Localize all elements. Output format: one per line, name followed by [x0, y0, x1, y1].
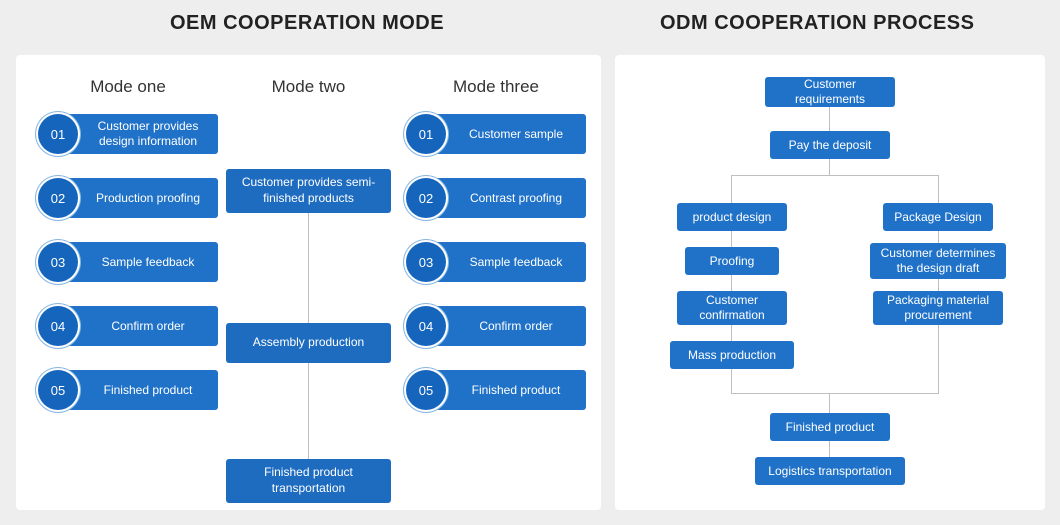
odm-node-pd: product design — [677, 203, 787, 231]
odm-node-fin: Finished product — [770, 413, 890, 441]
oem-mode-two: Mode two Customer provides semi-finished… — [226, 77, 391, 511]
mode-three-step: 03Sample feedback — [406, 239, 586, 285]
mode-three-step: 04Confirm order — [406, 303, 586, 349]
step-number-badge: 04 — [38, 306, 78, 346]
step-label: Finished product — [66, 370, 218, 410]
step-label: Customer sample — [434, 114, 586, 154]
step-label: Production proofing — [66, 178, 218, 218]
connector-line — [829, 393, 830, 413]
step-label: Confirm order — [434, 306, 586, 346]
mode-three-title: Mode three — [406, 77, 586, 97]
connector-line — [731, 231, 732, 247]
odm-node-mp: Mass production — [670, 341, 794, 369]
mode-two-title: Mode two — [226, 77, 391, 97]
odm-node-pmp: Packaging material procurement — [873, 291, 1003, 325]
mode-one-step: 04Confirm order — [38, 303, 218, 349]
connector-line — [829, 441, 830, 457]
mode-two-box: Assembly production — [226, 323, 391, 363]
step-label: Sample feedback — [66, 242, 218, 282]
connector-line — [731, 369, 732, 393]
connector-line — [308, 213, 309, 323]
connector-line — [938, 175, 939, 203]
step-label: Finished product — [434, 370, 586, 410]
step-label: Sample feedback — [434, 242, 586, 282]
odm-node-req: Customer requirements — [765, 77, 895, 107]
mode-three-step: 05Finished product — [406, 367, 586, 413]
connector-line — [731, 175, 732, 203]
oem-mode-one: Mode one 01Customer provides design info… — [38, 77, 218, 431]
oem-title: OEM COOPERATION MODE — [170, 12, 444, 35]
mode-one-step: 02Production proofing — [38, 175, 218, 221]
odm-node-pkg: Package Design — [883, 203, 993, 231]
step-number-badge: 03 — [406, 242, 446, 282]
connector-line — [731, 393, 939, 394]
oem-panel: Mode one 01Customer provides design info… — [16, 55, 601, 510]
step-number-badge: 01 — [406, 114, 446, 154]
odm-node-pr: Proofing — [685, 247, 779, 275]
mode-one-title: Mode one — [38, 77, 218, 97]
connector-line — [731, 325, 732, 341]
connector-line — [938, 279, 939, 291]
odm-node-log: Logistics transportation — [755, 457, 905, 485]
connector-line — [829, 107, 830, 131]
mode-three-step: 01Customer sample — [406, 111, 586, 157]
connector-line — [938, 325, 939, 393]
connector-line — [308, 363, 309, 459]
step-label: Contrast proofing — [434, 178, 586, 218]
mode-three-step: 02Contrast proofing — [406, 175, 586, 221]
mode-one-step: 05Finished product — [38, 367, 218, 413]
step-label: Customer provides design information — [66, 114, 218, 154]
step-number-badge: 02 — [406, 178, 446, 218]
mode-two-box: Customer provides semi-finished products — [226, 169, 391, 213]
connector-line — [829, 159, 830, 175]
odm-panel: Customer requirements Pay the deposit prod… — [615, 55, 1045, 510]
oem-mode-three: Mode three 01Customer sample 02Contrast p… — [406, 77, 586, 431]
connector-line — [731, 275, 732, 291]
step-number-badge: 02 — [38, 178, 78, 218]
connector-line — [938, 231, 939, 243]
step-number-badge: 01 — [38, 114, 78, 154]
odm-node-dep: Pay the deposit — [770, 131, 890, 159]
mode-two-box: Finished product transportation — [226, 459, 391, 503]
step-number-badge: 05 — [38, 370, 78, 410]
connector-line — [731, 175, 939, 176]
odm-node-cdd: Customer determines the design draft — [870, 243, 1006, 279]
step-label: Confirm order — [66, 306, 218, 346]
mode-one-step: 01Customer provides design information — [38, 111, 218, 157]
step-number-badge: 04 — [406, 306, 446, 346]
odm-title: ODM COOPERATION PROCESS — [660, 12, 975, 35]
mode-one-step: 03Sample feedback — [38, 239, 218, 285]
step-number-badge: 05 — [406, 370, 446, 410]
odm-node-cc: Customer confirmation — [677, 291, 787, 325]
step-number-badge: 03 — [38, 242, 78, 282]
